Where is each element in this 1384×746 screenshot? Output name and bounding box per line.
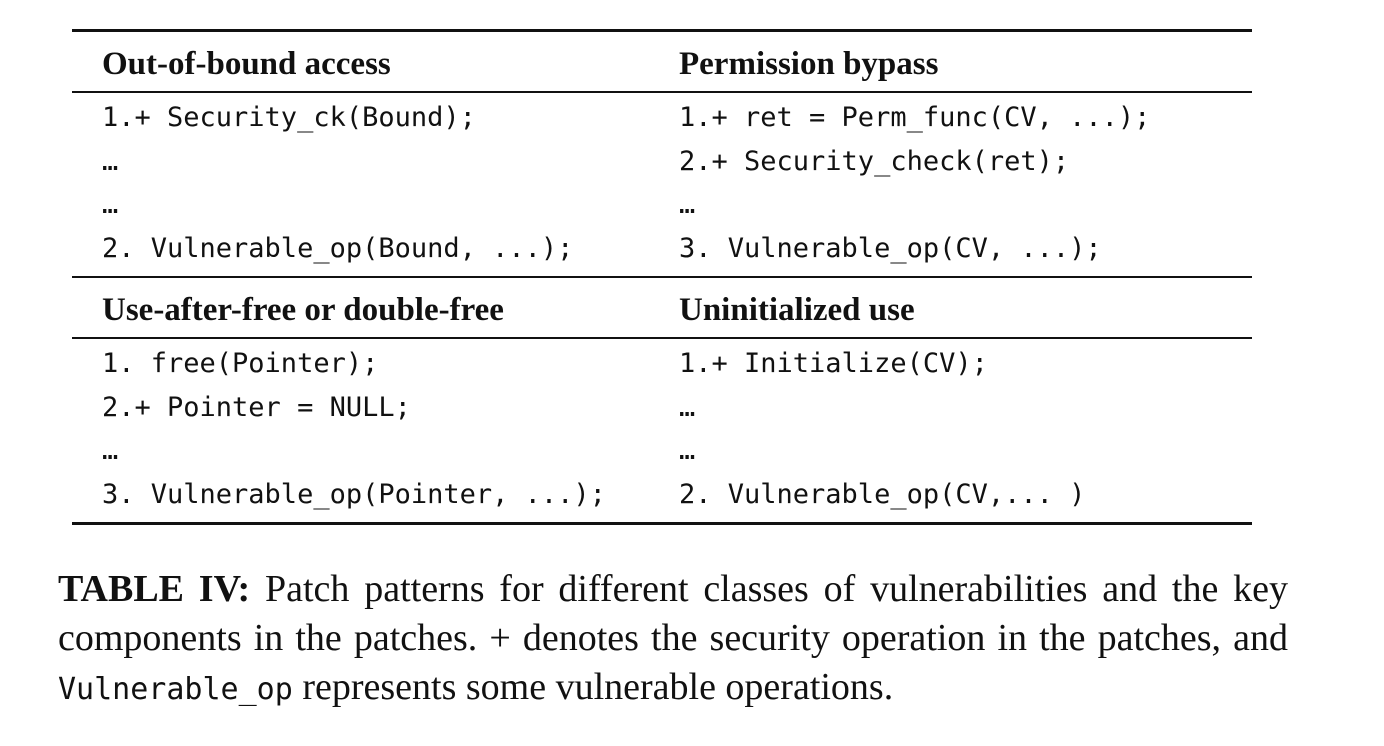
- table-bottom-rule: [72, 522, 1252, 525]
- code-line: 1. free(Pointer);: [102, 348, 379, 379]
- code-line: …: [102, 435, 119, 466]
- code-line: 2. Vulnerable_op(Bound, ...);: [102, 232, 574, 264]
- table-top-rule: [72, 29, 1252, 32]
- code-block-permission-bypass: 1.+ ret = Perm_func(CV, ...); 2.+ Securi…: [679, 96, 1252, 270]
- column-title-use-after-free: Use-after-free or double-free: [102, 292, 504, 328]
- header-rule: [72, 91, 1252, 93]
- patch-pattern-table: Out-of-bound access Permission bypass 1.…: [72, 29, 1252, 525]
- section-divider-rule: [72, 276, 1252, 278]
- code-line: 3. Vulnerable_op(CV, ...);: [679, 232, 1102, 264]
- code-block-out-of-bound: 1.+ Security_ck(Bound); … … 2. Vulnerabl…: [72, 96, 679, 270]
- section-header-row: Use-after-free or double-free Uninitiali…: [72, 278, 1252, 337]
- caption-code-term: Vulnerable_op: [58, 672, 293, 707]
- code-line: …: [102, 145, 119, 177]
- column-title-permission-bypass: Permission bypass: [679, 46, 939, 82]
- code-line: 2. Vulnerable_op(CV,... ): [679, 478, 1086, 510]
- column-title-uninitialized-use: Uninitialized use: [679, 292, 915, 328]
- section-header-row: Out-of-bound access Permission bypass: [72, 32, 1252, 91]
- code-line: 3. Vulnerable_op(Pointer, ...);: [102, 478, 606, 510]
- header-rule: [72, 337, 1252, 339]
- code-line: …: [679, 189, 696, 220]
- code-line: 1.+ Security_ck(Bound);: [102, 102, 476, 133]
- caption-text: Patch patterns for different classes of …: [58, 568, 1288, 659]
- table-caption: TABLE IV: Patch patterns for different c…: [58, 565, 1288, 714]
- code-line: 1.+ ret = Perm_func(CV, ...);: [679, 102, 1151, 133]
- code-line: …: [102, 189, 119, 220]
- code-line: 2.+ Security_check(ret);: [679, 145, 1070, 177]
- caption-label: TABLE IV:: [58, 568, 251, 610]
- code-line: 2.+ Pointer = NULL;: [102, 391, 411, 423]
- code-block-use-after-free: 1. free(Pointer); 2.+ Pointer = NULL; … …: [72, 342, 679, 516]
- code-block-row: 1. free(Pointer); 2.+ Pointer = NULL; … …: [72, 339, 1252, 522]
- code-block-row: 1.+ Security_ck(Bound); … … 2. Vulnerabl…: [72, 93, 1252, 276]
- code-line: 1.+ Initialize(CV);: [679, 348, 988, 379]
- code-line: …: [679, 435, 696, 466]
- code-block-uninitialized-use: 1.+ Initialize(CV); … … 2. Vulnerable_op…: [679, 342, 1252, 516]
- code-line: …: [679, 391, 696, 423]
- column-title-out-of-bound: Out-of-bound access: [102, 46, 391, 82]
- caption-text-end: represents some vulnerable operations.: [292, 666, 894, 708]
